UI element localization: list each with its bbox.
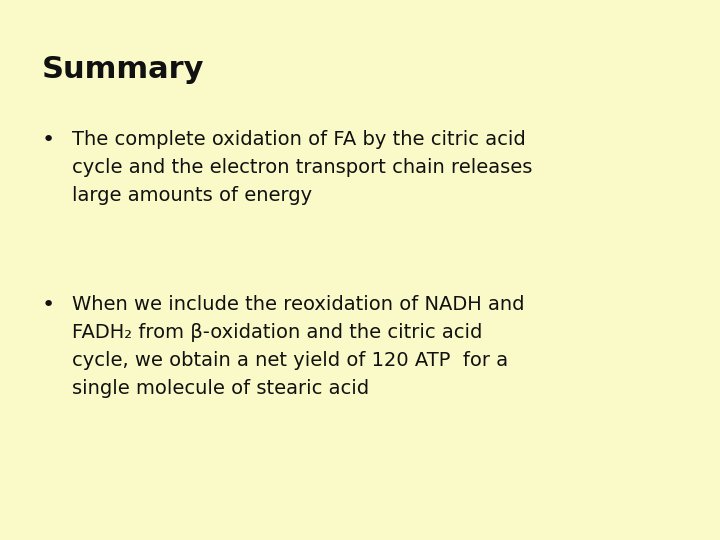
Text: When we include the reoxidation of NADH and: When we include the reoxidation of NADH … xyxy=(72,295,524,314)
Text: The complete oxidation of FA by the citric acid: The complete oxidation of FA by the citr… xyxy=(72,130,526,149)
Text: •: • xyxy=(42,130,55,150)
Text: FADH₂ from β-oxidation and the citric acid: FADH₂ from β-oxidation and the citric ac… xyxy=(72,323,482,342)
Text: cycle, we obtain a net yield of 120 ATP  for a: cycle, we obtain a net yield of 120 ATP … xyxy=(72,351,508,370)
Text: cycle and the electron transport chain releases: cycle and the electron transport chain r… xyxy=(72,158,532,177)
Text: Summary: Summary xyxy=(42,55,204,84)
Text: single molecule of stearic acid: single molecule of stearic acid xyxy=(72,379,369,398)
Text: large amounts of energy: large amounts of energy xyxy=(72,186,312,205)
Text: •: • xyxy=(42,295,55,315)
